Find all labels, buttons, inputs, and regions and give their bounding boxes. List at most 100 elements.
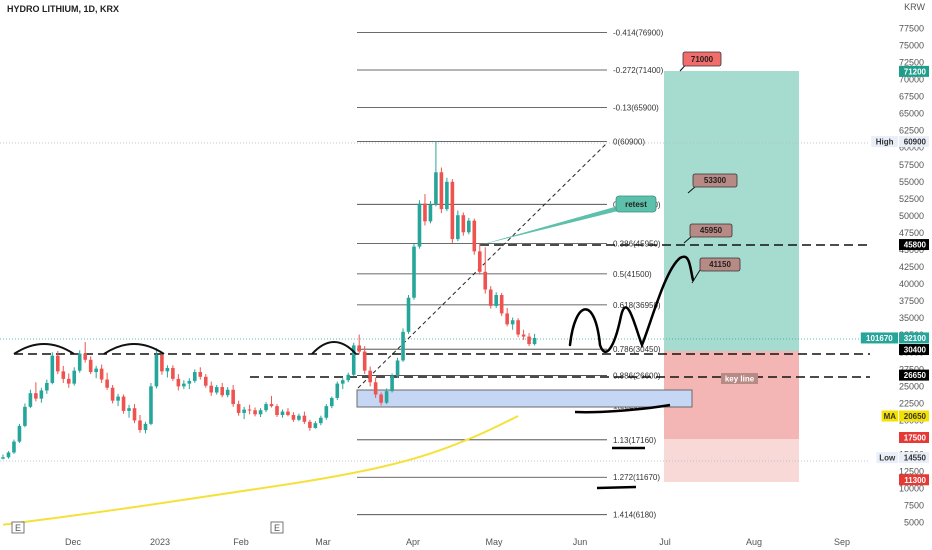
price-tick: 40000 — [899, 279, 924, 289]
candle-body — [225, 389, 230, 396]
fib-level: -0.414(76900) — [357, 29, 664, 38]
price-tick: 37500 — [899, 296, 924, 306]
earnings-marker-2[interactable]: E — [270, 521, 284, 534]
candle-body — [88, 359, 93, 373]
candle-body — [176, 378, 181, 387]
fib-level: 1.272(11670) — [357, 473, 660, 482]
price-tick: 67500 — [899, 92, 924, 102]
candle-body — [143, 423, 148, 430]
callout-45950[interactable]: 45950 — [683, 223, 733, 244]
price-tick: 77500 — [899, 23, 924, 33]
callout-71000[interactable]: 71000 — [679, 51, 722, 72]
callout-key-line[interactable]: key line — [721, 373, 758, 384]
price-tag-value: 32100 — [904, 334, 927, 343]
candle-body — [149, 386, 153, 424]
candle-body — [231, 389, 235, 405]
candle-body — [516, 320, 520, 335]
candle — [379, 392, 383, 406]
candle — [247, 404, 252, 415]
time-tick: Aug — [746, 537, 762, 547]
candle — [516, 318, 520, 338]
candle-body — [182, 383, 186, 387]
callout-53300[interactable]: 53300 — [687, 173, 738, 194]
candle — [143, 421, 148, 434]
candle-body — [220, 387, 224, 396]
price-tag-label-box — [881, 410, 898, 422]
candle — [340, 378, 345, 390]
candle-body — [34, 393, 38, 399]
earnings-marker-box — [270, 521, 284, 534]
price-tag-value-box — [899, 344, 929, 356]
candle — [275, 404, 279, 418]
candle — [187, 378, 192, 390]
candle-body — [319, 417, 323, 424]
candle — [34, 382, 38, 402]
callout-41150[interactable]: 41150 — [691, 257, 741, 284]
candle-body — [434, 172, 438, 205]
earnings-marker-box — [11, 521, 25, 534]
candle — [138, 414, 142, 433]
candle — [488, 286, 493, 309]
candle-body — [483, 271, 488, 290]
price-tag: 60900 High — [871, 136, 929, 148]
candle — [390, 373, 394, 393]
candle-body — [532, 337, 537, 345]
earnings-marker-1[interactable]: E — [11, 521, 25, 534]
candle — [308, 419, 312, 431]
fib-level-label: -0.414(76900) — [613, 29, 664, 38]
candle-body — [28, 393, 33, 407]
candle — [477, 243, 482, 275]
price-tag-value: 45800 — [904, 241, 927, 250]
time-tick: Apr — [406, 537, 420, 547]
candle — [362, 346, 367, 375]
candle — [23, 403, 27, 428]
candle-body — [297, 415, 301, 420]
fib-level-label: -0.272(71400) — [613, 66, 664, 75]
fib-level: 0.5(41500) — [357, 270, 652, 279]
candle-body — [23, 406, 27, 426]
price-tag: 71200 — [899, 65, 929, 77]
candle-series — [1, 141, 537, 460]
candle-body — [521, 334, 526, 337]
price-tag-value: 30400 — [904, 346, 927, 355]
callout-retest[interactable]: retest — [480, 195, 657, 245]
candle-body — [324, 406, 329, 418]
candle — [384, 388, 389, 405]
candle-body — [127, 408, 131, 411]
candle — [456, 210, 460, 242]
price-tag-label: High — [876, 138, 894, 147]
candle — [505, 307, 509, 327]
candle — [510, 317, 515, 330]
price-tag-value-box — [899, 136, 929, 148]
candle — [39, 387, 44, 403]
price-tick: 25000 — [899, 381, 924, 391]
candle-body — [253, 410, 257, 415]
candle-body — [450, 181, 455, 240]
fib-level: -0.272(71400) — [357, 66, 664, 75]
fib-level: -0.13(65900) — [357, 104, 659, 113]
candle-body — [236, 404, 241, 413]
candle — [198, 367, 203, 380]
candle — [286, 408, 290, 417]
price-tag-value: 14550 — [904, 454, 927, 463]
candle — [269, 395, 274, 408]
price-tick: 72500 — [899, 58, 924, 68]
fib-level: 1.414(6180) — [357, 511, 656, 520]
candle-body — [187, 380, 192, 384]
candle-body — [171, 367, 175, 379]
candle-body — [264, 404, 268, 411]
time-axis[interactable]: Dec 2023 Feb Mar Apr May Jun Jul Aug Sep — [65, 537, 850, 547]
fib-level-label: 1.414(6180) — [613, 511, 656, 520]
candle — [182, 380, 186, 390]
candle-body — [99, 368, 104, 380]
time-tick: Mar — [315, 537, 331, 547]
price-tag-value-box — [899, 369, 929, 381]
candle — [499, 292, 504, 317]
candle-body — [105, 379, 109, 388]
candle-body — [1, 457, 5, 459]
candle — [50, 352, 55, 385]
price-tick: 62500 — [899, 126, 924, 136]
candle — [45, 379, 49, 394]
fib-level: 0.386(45950) — [357, 240, 661, 249]
